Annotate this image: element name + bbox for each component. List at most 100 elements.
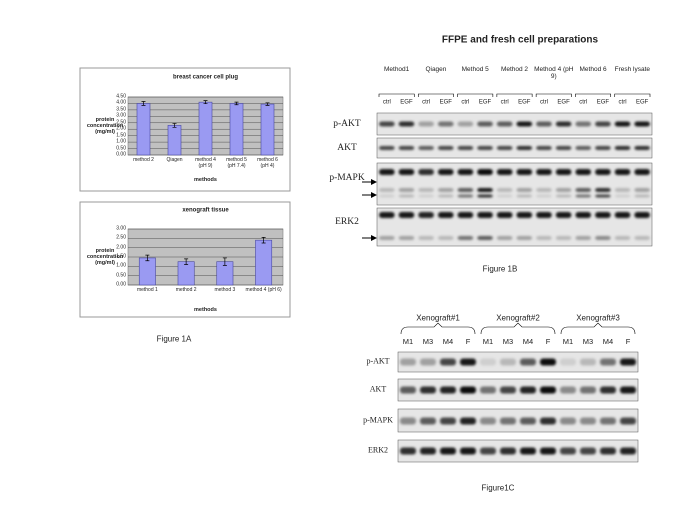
bracket [496, 93, 533, 97]
lane-label: EGF [557, 99, 570, 106]
blot-strip [376, 112, 653, 136]
blot-band [480, 417, 496, 425]
lane-label: M4 [602, 336, 614, 346]
blot-band [520, 447, 536, 455]
y-tick-label: 1.00 [116, 262, 126, 269]
bar [167, 125, 182, 156]
blot-band [580, 358, 596, 366]
blot-band [595, 169, 611, 175]
lane-label: M3 [582, 336, 594, 346]
blot-band [555, 169, 572, 175]
blot-band [379, 236, 395, 240]
blot-band [460, 417, 476, 425]
bracket [614, 93, 651, 97]
blot-band [418, 236, 434, 240]
blot-band [457, 212, 474, 218]
lane-label: ctrl [618, 99, 627, 106]
blot-band [575, 121, 592, 127]
blot-band [560, 417, 576, 425]
blot-band [536, 236, 552, 240]
blot-band [555, 236, 572, 240]
blot-band [420, 386, 436, 394]
blot-band [634, 236, 650, 240]
group-header: Xenograft#1 [416, 313, 460, 323]
blot-band [516, 236, 533, 240]
blot-band [634, 121, 650, 127]
blot-band [496, 194, 513, 198]
blot-band [520, 386, 536, 394]
blot-band [398, 188, 415, 192]
blot-strip [397, 439, 639, 463]
blot-band [600, 358, 616, 366]
bracket [417, 93, 454, 97]
y-tick-label: 4.00 [116, 99, 126, 106]
blot-strip [376, 162, 653, 206]
column-header: Method 4 (pH 9) [534, 66, 574, 81]
lane-label: ctrl [461, 99, 470, 106]
error-bar [203, 100, 208, 105]
blot-band [420, 358, 436, 366]
blot-band [500, 447, 516, 455]
blot-band [500, 417, 516, 425]
blot-band [540, 358, 556, 366]
x-tick-label: method 2 [175, 287, 197, 293]
blot-band [400, 358, 416, 366]
bracket [400, 322, 476, 335]
blot-band [440, 386, 456, 394]
blot-band [418, 188, 434, 192]
blot-band [634, 146, 650, 150]
caption: Figure 1B [482, 264, 518, 274]
blot-band [496, 236, 513, 240]
blot-band [560, 447, 576, 455]
y-tick-label: 3.00 [116, 112, 126, 119]
blot-band [614, 188, 631, 192]
error-bar [222, 257, 227, 266]
blot-band [580, 417, 596, 425]
x-axis-label: methods [194, 306, 217, 313]
lane-label: EGF [518, 99, 531, 106]
bar [138, 257, 156, 286]
y-tick-label: 0.00 [116, 281, 126, 288]
blot-band [457, 236, 474, 240]
blot-band [496, 169, 513, 175]
x-tick-label: method 4 (pH 9) [195, 157, 216, 169]
bracket [560, 322, 636, 335]
blot-band [400, 447, 416, 455]
blot-band [540, 386, 556, 394]
blot-band [575, 169, 592, 175]
blot-band [379, 169, 395, 175]
blot-band [460, 447, 476, 455]
group-header: Xenograft#3 [576, 313, 620, 323]
error-bar [234, 101, 239, 106]
blot-band [620, 447, 636, 455]
y-tick-label: 2.50 [116, 234, 126, 241]
blot-band [634, 212, 650, 218]
x-tick-label: method 5 (pH 7.4) [226, 157, 247, 169]
blot-band [536, 188, 552, 192]
column-header: Method 6 [579, 66, 607, 73]
blot-band [437, 121, 454, 127]
lane-label: EGF [400, 99, 413, 106]
blot-band [398, 194, 415, 198]
chart-title: xenograft tissue [182, 207, 229, 214]
lane-label: M4 [442, 336, 454, 346]
blot-band [400, 417, 416, 425]
blot-strip [376, 207, 653, 247]
blot-band [575, 188, 592, 192]
lane-label: M1 [402, 336, 414, 346]
blot-band [500, 386, 516, 394]
blot-band [477, 121, 493, 127]
blot-band [457, 194, 474, 198]
blot-band [496, 146, 513, 150]
lane-label: ctrl [422, 99, 431, 106]
blot-band [418, 194, 434, 198]
lane-label: F [625, 336, 631, 346]
y-tick-label: 0.00 [116, 151, 126, 158]
blot-band [379, 146, 395, 150]
bracket [378, 93, 415, 97]
blot-band [398, 236, 415, 240]
chart-title: breast cancer cell plug [172, 74, 239, 81]
blot-band [400, 386, 416, 394]
y-axis-label: protein concentration (mg/ml) [86, 116, 124, 136]
